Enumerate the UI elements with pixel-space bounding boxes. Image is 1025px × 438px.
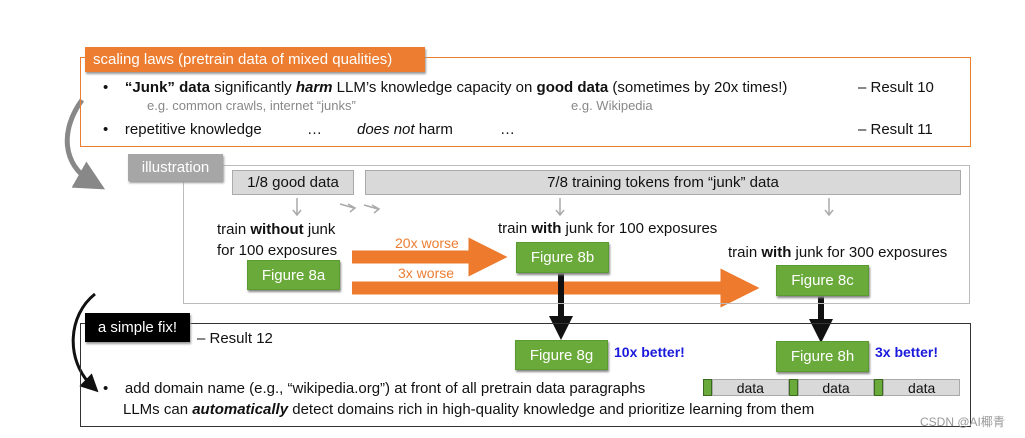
bullet-repetitive: • repetitive knowledge [103, 121, 262, 138]
llms-automatically: LLMs can automatically detect domains ri… [123, 401, 814, 418]
text: good data [536, 79, 609, 96]
text: train [498, 220, 532, 237]
good-data-bar: 1/8 good data [232, 170, 354, 195]
text: with [531, 220, 562, 237]
bullet-junk-harm: • “Junk” data significantly harm LLM’s k… [103, 79, 788, 96]
text: “Junk” data [124, 79, 210, 96]
20x-worse-label: 20x worse [395, 235, 459, 251]
down-arrow-icon [824, 198, 834, 217]
domain-tag [703, 379, 712, 396]
figure-8g: Figure 8g [515, 340, 608, 370]
down-arrow-icon [292, 198, 302, 217]
junk-data-bar: 7/8 training tokens from “junk” data [365, 170, 961, 195]
down-arrow-icon [555, 198, 565, 217]
text: does not [357, 121, 415, 138]
bullet-domain-name: • add domain name (e.g., “wikipedia.org”… [103, 380, 646, 397]
scaling-laws-box [80, 57, 971, 147]
train-without-junk: train without junk [217, 221, 335, 238]
text: with [761, 244, 792, 261]
text: train [217, 221, 251, 238]
scaling-laws-label: scaling laws (pretrain data of mixed qua… [85, 47, 425, 72]
curved-arrow-2 [71, 292, 99, 393]
text: add domain name (e.g., “wikipedia.org”) … [124, 380, 646, 397]
domain-tag [788, 379, 798, 396]
text: without [250, 221, 304, 238]
text: detect domains rich in high-quality know… [288, 401, 815, 418]
for-100-exposures: for 100 exposures [217, 242, 338, 259]
simple-fix-label: a simple fix! [85, 313, 190, 342]
text: repetitive knowledge [124, 121, 262, 138]
text: automatically [192, 401, 289, 418]
example-junk: e.g. common crawls, internet “junks” [147, 98, 356, 113]
simple-fix-box [80, 323, 971, 427]
data-blocks: data data data [703, 379, 961, 396]
illustration-label: illustration [128, 154, 223, 181]
figure-8c: Figure 8c [776, 265, 869, 296]
text: harm [414, 121, 453, 138]
result-10: – Result 10 [858, 79, 934, 96]
text: junk for 100 exposures [561, 220, 718, 237]
data-block: data [883, 379, 961, 396]
example-good: e.g. Wikipedia [571, 98, 653, 113]
watermark: CSDN @AI椰青 [920, 415, 1005, 429]
text: LLMs can [123, 401, 193, 418]
text: train [728, 244, 762, 261]
dots: … [307, 121, 322, 138]
curved-arrow-1 [64, 98, 106, 190]
3x-better: 3x better! [875, 344, 939, 360]
does-not-harm: does not harm [357, 121, 453, 138]
figure-8b: Figure 8b [516, 242, 609, 273]
text: significantly [209, 79, 296, 96]
train-with-junk-100: train with junk for 100 exposures [498, 220, 717, 237]
train-with-junk-300: train with junk for 300 exposures [728, 244, 947, 261]
text: harm [295, 79, 333, 96]
result-12: – Result 12 [197, 330, 273, 347]
text: junk for 300 exposures [791, 244, 948, 261]
illustration-box [183, 165, 970, 304]
10x-better: 10x better! [614, 344, 685, 360]
result-11: – Result 11 [858, 121, 933, 138]
text: LLM’s knowledge capacity on [332, 79, 537, 96]
data-block: data [712, 379, 789, 396]
double-arrow-icon [339, 203, 381, 214]
data-block: data [797, 379, 875, 396]
figure-8a: Figure 8a [247, 260, 340, 290]
text: (sometimes by 20x times!) [608, 79, 788, 96]
domain-tag [874, 379, 884, 396]
dots: … [500, 121, 515, 138]
3x-worse-label: 3x worse [398, 265, 455, 281]
text: junk [303, 221, 336, 238]
figure-8h: Figure 8h [776, 341, 869, 372]
